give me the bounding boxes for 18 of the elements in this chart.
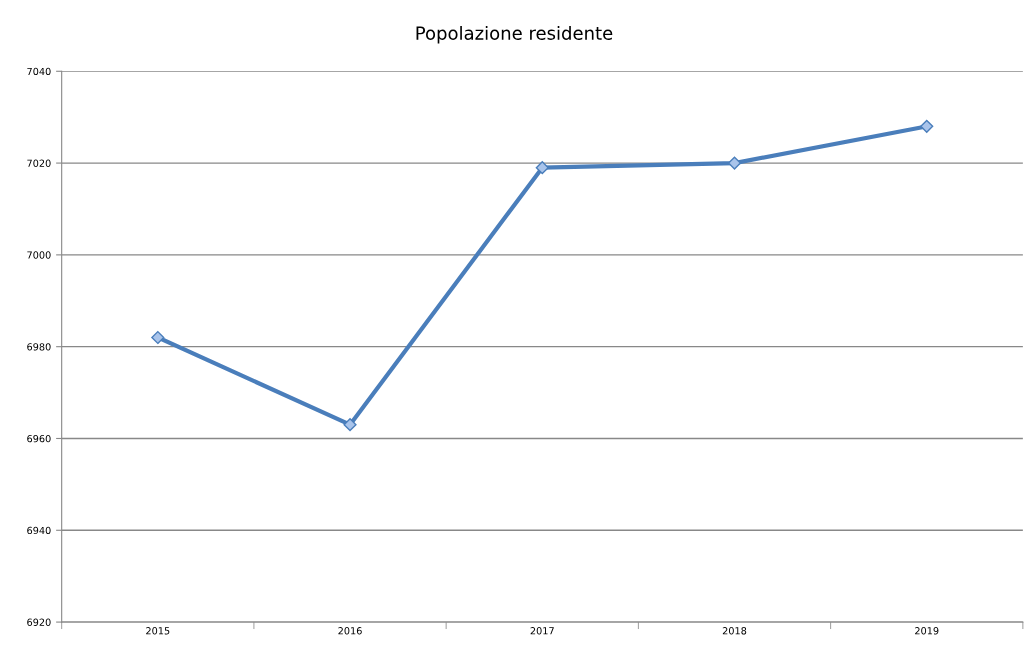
y-tick-label: 6920 xyxy=(27,618,51,626)
point xyxy=(343,418,357,432)
y-tick-label: 6940 xyxy=(27,526,51,535)
point xyxy=(920,119,934,133)
y-tick-label: 7020 xyxy=(27,159,51,167)
y-tick-label: 7000 xyxy=(27,251,51,259)
x-tick-label: 2018 xyxy=(722,627,747,635)
x-tick-label: 2015 xyxy=(146,627,170,635)
y-tick-label: 7040 xyxy=(27,67,51,76)
chart-title: Popolazione residente xyxy=(416,25,613,44)
x-tick-label: 2019 xyxy=(915,627,939,635)
y-tick-label: 6960 xyxy=(27,434,51,443)
point xyxy=(535,161,549,175)
y-tick-label: 6980 xyxy=(27,343,51,351)
x-tick-label: 2016 xyxy=(338,627,362,635)
x-tick-label: 2017 xyxy=(530,627,554,635)
point xyxy=(151,330,165,345)
point xyxy=(727,156,742,170)
